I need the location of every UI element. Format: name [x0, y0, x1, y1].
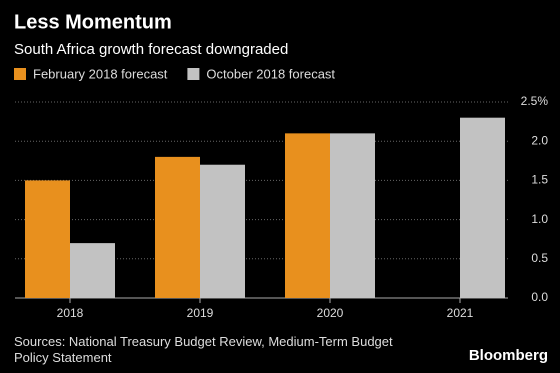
bar — [70, 243, 115, 298]
bar — [200, 164, 245, 298]
x-tick-label: 2018 — [57, 306, 84, 320]
x-tick-label: 2021 — [447, 306, 474, 320]
legend-swatch — [14, 68, 26, 80]
y-tick-label: 2.5% — [521, 94, 549, 108]
brand: Bloomberg — [469, 347, 548, 364]
bar — [330, 133, 375, 298]
legend-label: February 2018 forecast — [33, 66, 168, 81]
chart-title: Less Momentum — [14, 11, 172, 33]
y-tick-label: 2.0 — [531, 133, 548, 147]
bar — [285, 133, 330, 298]
y-tick-label: 1.5 — [531, 173, 548, 187]
bar — [155, 156, 200, 298]
y-tick-label: 1.0 — [531, 212, 548, 226]
bar — [25, 180, 70, 298]
chart-subtitle: South Africa growth forecast downgraded — [14, 41, 288, 58]
y-tick-label: 0.5 — [531, 251, 548, 265]
source: Sources: National Treasury Budget Review… — [14, 334, 393, 365]
x-tick-label: 2020 — [317, 306, 344, 320]
x-tick-label: 2019 — [187, 306, 214, 320]
legend-label: October 2018 forecast — [206, 66, 335, 81]
legend-swatch — [187, 68, 200, 80]
y-tick-label: 0.0 — [531, 290, 548, 304]
bar — [460, 117, 505, 299]
